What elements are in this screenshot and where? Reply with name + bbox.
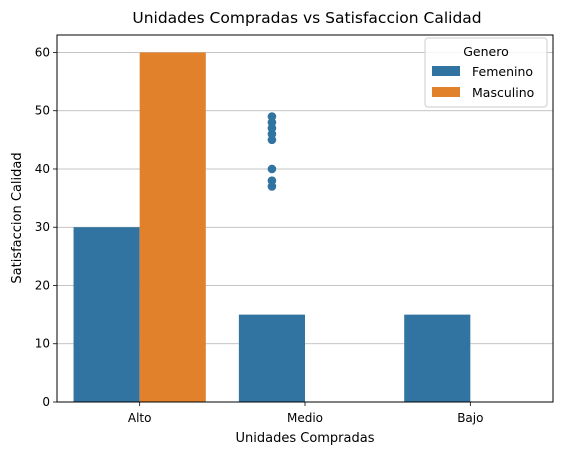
y-axis: 0 10 20 30 40 50 60 (35, 45, 57, 409)
legend-swatch (432, 87, 460, 97)
x-tick-label: Bajo (457, 411, 483, 425)
y-tick-label: 60 (35, 45, 50, 59)
x-axis-label: Unidades Compradas (236, 431, 375, 446)
y-tick-label: 0 (42, 395, 50, 409)
chart-title: Unidades Compradas vs Satisfaccion Calid… (132, 9, 481, 27)
legend-title: Genero (463, 44, 509, 59)
bar-femenino-medio (238, 314, 305, 402)
bars (73, 52, 471, 402)
bar-masculino-alto (139, 52, 206, 402)
legend-swatch (432, 66, 460, 76)
legend: Genero Femenino Masculino (424, 37, 548, 108)
outlier-point (267, 164, 277, 174)
y-tick-label: 10 (35, 337, 50, 351)
x-axis: Alto Medio Bajo (128, 402, 483, 425)
y-tick-label: 50 (35, 104, 50, 118)
outlier-point (267, 182, 277, 191)
y-tick-label: 20 (35, 278, 50, 292)
y-tick-label: 30 (35, 220, 50, 234)
x-tick-label: Alto (128, 411, 152, 425)
legend-items: Femenino Masculino (432, 64, 534, 100)
legend-label: Femenino (472, 64, 533, 79)
y-tick-label: 40 (35, 162, 50, 176)
outlier-point (267, 135, 277, 145)
outlier-points (267, 112, 277, 191)
y-axis-label: Satisfaccion Calidad (10, 152, 25, 283)
bar-femenino-bajo (404, 314, 471, 402)
bar-femenino-alto (73, 227, 140, 402)
legend-label: Masculino (472, 85, 534, 100)
x-tick-label: Medio (287, 411, 323, 425)
